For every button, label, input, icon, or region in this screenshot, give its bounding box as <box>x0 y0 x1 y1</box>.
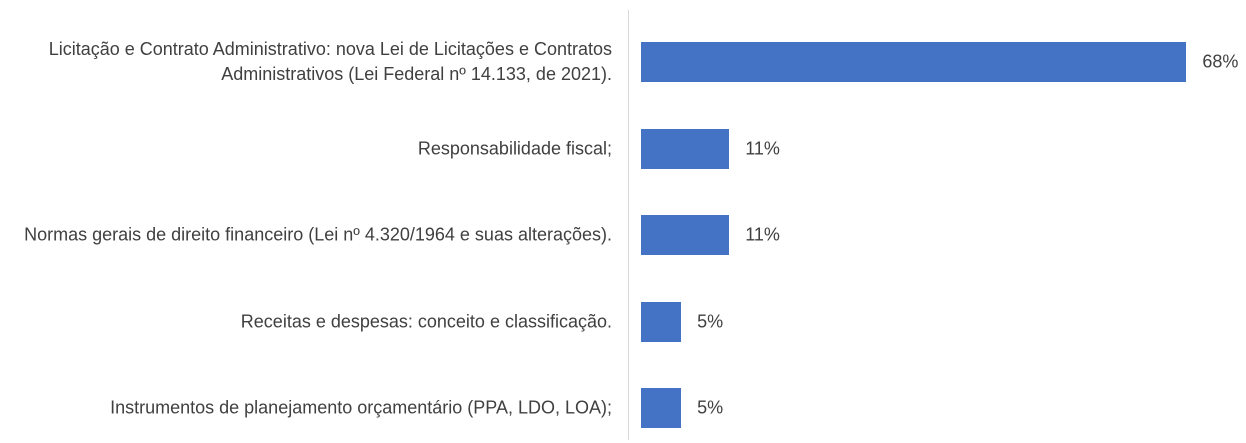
category-axis <box>628 10 629 440</box>
bar <box>641 128 730 169</box>
bar <box>641 215 730 255</box>
category-label: Responsabilidade fiscal; <box>417 138 612 158</box>
data-label: 68% <box>1202 51 1239 72</box>
data-label: 11% <box>745 224 780 245</box>
data-label: 11% <box>745 138 780 158</box>
bar <box>641 301 682 342</box>
bar <box>641 42 1187 82</box>
category-label: Licitação e Contrato Administrativo: nov… <box>48 39 612 84</box>
category-label: Instrumentos de planejamento orçamentári… <box>110 397 612 418</box>
category-label: Normas gerais de direito financeiro (Lei… <box>24 224 612 245</box>
data-label: 5% <box>697 397 724 418</box>
data-label: 5% <box>697 311 724 331</box>
category-label: Receitas e despesas: conceito e classifi… <box>240 311 612 331</box>
bar <box>641 388 682 428</box>
